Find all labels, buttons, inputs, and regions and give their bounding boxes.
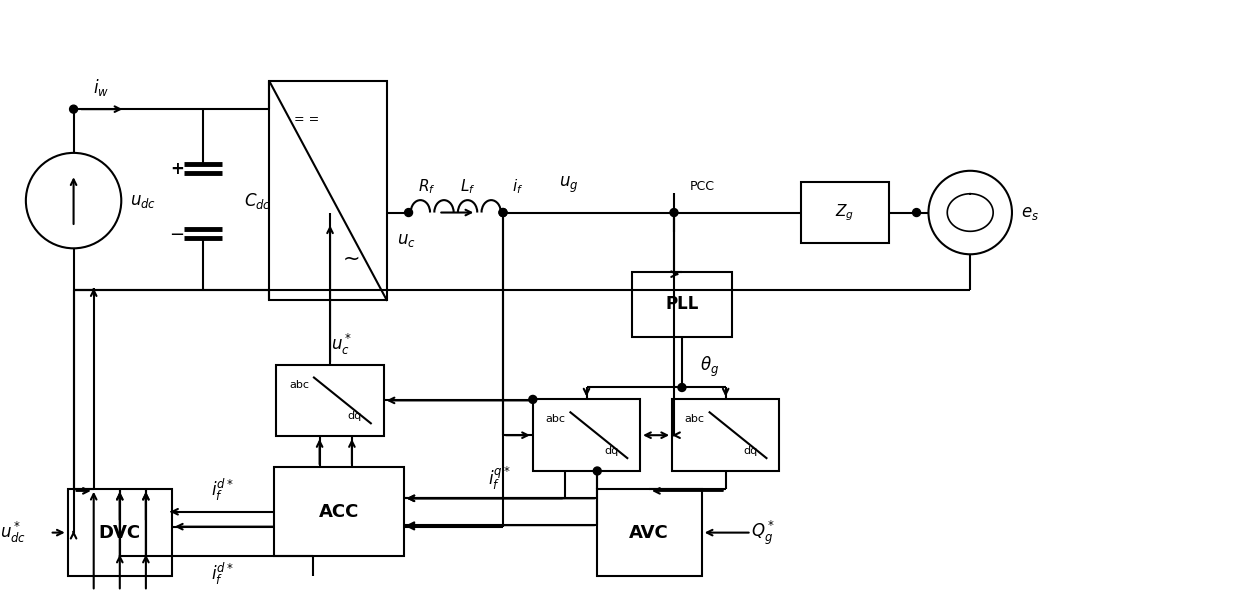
Bar [801,182,889,244]
Circle shape [593,467,601,475]
Text: $u_c^*$: $u_c^*$ [331,332,352,358]
Text: $\theta_g$: $\theta_g$ [701,355,719,379]
Bar [533,399,640,471]
Text: +: + [170,160,184,178]
Text: $Z_g$: $Z_g$ [836,202,854,223]
Text: dq: dq [604,446,619,456]
Text: $u_{dc}^*$: $u_{dc}^*$ [0,520,26,545]
Text: $e_s$: $e_s$ [1021,204,1039,221]
Bar [68,489,172,576]
Circle shape [678,384,686,391]
Text: ~: ~ [342,248,361,268]
Circle shape [404,209,413,216]
Text: $i_f^{d*}$: $i_f^{d*}$ [211,561,234,587]
Text: $i_f$: $i_f$ [512,177,523,196]
Circle shape [913,209,920,216]
Text: abc: abc [289,380,309,390]
Bar [269,81,387,300]
Bar [632,272,732,337]
Circle shape [670,209,678,216]
Text: dq: dq [347,411,362,421]
Text: PLL: PLL [665,295,698,313]
Bar [277,365,383,436]
Text: PCC: PCC [689,180,714,193]
Text: $-$: $-$ [170,224,185,242]
Text: abc: abc [546,414,565,425]
Text: abc: abc [684,414,704,425]
Text: $C_{dc}$: $C_{dc}$ [244,191,272,210]
Text: $L_f$: $L_f$ [460,177,476,196]
Circle shape [528,396,537,403]
Bar [598,489,702,576]
Text: DVC: DVC [98,523,140,541]
Bar [274,467,403,557]
Text: $i_w$: $i_w$ [93,77,109,98]
Text: $i_f^{q*}$: $i_f^{q*}$ [489,464,512,492]
Text: $u_{dc}$: $u_{dc}$ [130,192,156,210]
Circle shape [69,105,78,113]
Text: $i_f^{d*}$: $i_f^{d*}$ [211,477,234,503]
Text: $R_f$: $R_f$ [418,177,435,196]
Text: $u_c$: $u_c$ [397,232,415,250]
Text: $Q_g^*$: $Q_g^*$ [751,519,775,547]
Text: $u_g$: $u_g$ [559,175,578,195]
Text: dq: dq [743,446,758,456]
Text: AVC: AVC [629,523,670,541]
Text: = =: = = [294,113,320,125]
Text: ACC: ACC [319,503,360,521]
Circle shape [498,209,507,216]
Circle shape [498,209,507,216]
Bar [672,399,780,471]
